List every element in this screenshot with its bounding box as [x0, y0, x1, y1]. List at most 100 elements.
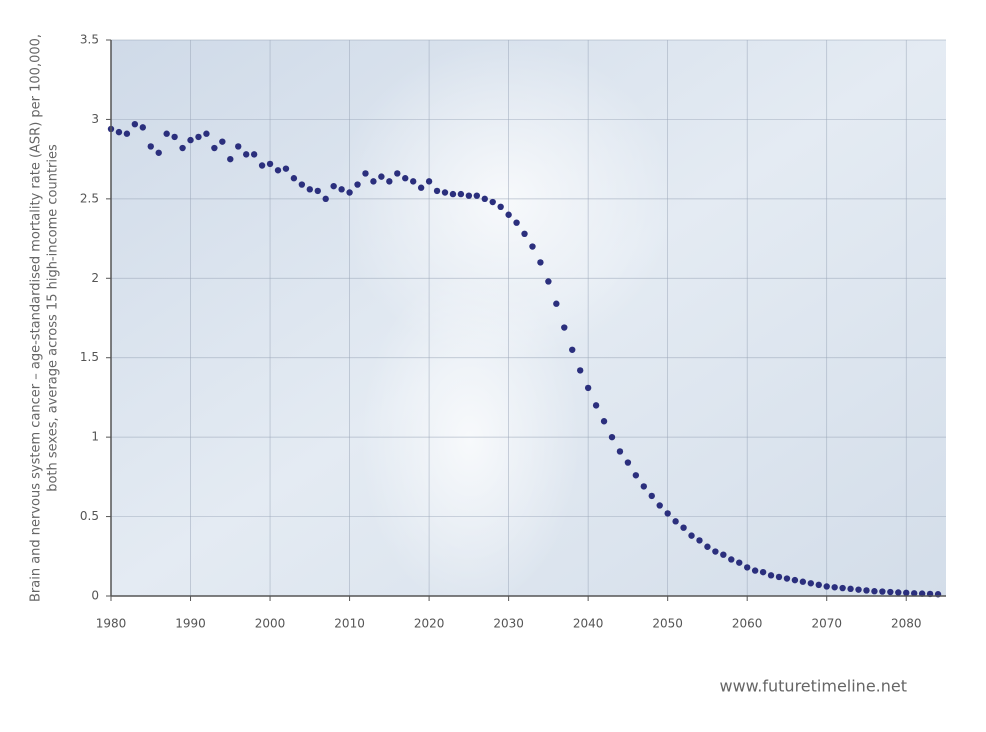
- x-tick-label: 2060: [732, 617, 763, 631]
- point: [203, 130, 210, 137]
- x-tick-label: 2020: [414, 617, 445, 631]
- point: [465, 192, 473, 199]
- point: [250, 151, 258, 158]
- point: [457, 190, 465, 198]
- point: [576, 367, 584, 374]
- point: [910, 590, 918, 597]
- point: [370, 178, 377, 185]
- point: [871, 588, 878, 595]
- point: [791, 576, 799, 584]
- point: [290, 175, 298, 182]
- point: [847, 585, 854, 593]
- point: [123, 130, 131, 137]
- point: [402, 175, 409, 182]
- y-tick-label: 3: [91, 112, 99, 126]
- point: [513, 219, 520, 226]
- point: [712, 548, 719, 555]
- point: [131, 120, 139, 128]
- y-tick-label: 0.5: [80, 509, 99, 523]
- point: [855, 586, 862, 593]
- point: [584, 384, 592, 392]
- point: [155, 149, 162, 156]
- x-tick-label: 2000: [255, 617, 286, 631]
- point: [346, 189, 353, 196]
- point: [918, 590, 926, 597]
- point: [736, 559, 743, 566]
- point: [298, 181, 306, 188]
- point: [489, 198, 496, 206]
- point: [720, 551, 727, 558]
- point: [274, 167, 282, 174]
- point: [505, 211, 512, 218]
- x-tick-label: 2010: [334, 617, 365, 631]
- point: [895, 589, 902, 596]
- y-tick-label: 0: [91, 589, 99, 603]
- point: [704, 543, 711, 550]
- point: [211, 144, 218, 152]
- point: [378, 173, 385, 180]
- point: [831, 584, 838, 591]
- point: [258, 162, 266, 169]
- point: [879, 588, 886, 595]
- y-tick-label: 1: [91, 430, 99, 444]
- point: [219, 138, 226, 145]
- y-axis-label: Brain and nervous system cancer – age-st…: [29, 34, 44, 602]
- point: [195, 133, 202, 141]
- x-tick-label: 2030: [493, 617, 524, 631]
- background-decoration: [335, 40, 675, 360]
- y-tick-label: 3.5: [80, 33, 99, 47]
- point: [807, 580, 815, 587]
- point: [529, 243, 536, 250]
- y-tick-label: 1.5: [80, 350, 99, 364]
- point: [903, 589, 910, 597]
- point: [163, 130, 170, 137]
- point: [839, 584, 846, 592]
- point: [521, 230, 528, 238]
- point: [409, 178, 417, 185]
- point: [751, 567, 759, 574]
- point: [775, 573, 783, 581]
- x-tick-label: 2070: [811, 617, 842, 631]
- point: [887, 588, 894, 596]
- x-tick-label: 2050: [652, 617, 683, 631]
- point: [417, 184, 425, 191]
- point: [545, 278, 552, 285]
- y-axis-label: both sexes, average across 15 high-incom…: [46, 144, 61, 492]
- point: [640, 483, 648, 490]
- point: [330, 182, 337, 190]
- point: [242, 151, 250, 158]
- point: [592, 402, 600, 409]
- point: [783, 575, 791, 582]
- point: [815, 581, 822, 589]
- point: [728, 556, 735, 563]
- point: [441, 189, 449, 196]
- point: [799, 578, 807, 585]
- point: [767, 572, 775, 579]
- point: [481, 195, 488, 203]
- point: [664, 510, 671, 517]
- point: [537, 259, 544, 266]
- point: [362, 170, 369, 177]
- x-tick-label: 2080: [891, 617, 922, 631]
- point: [624, 459, 632, 466]
- point: [449, 190, 457, 198]
- y-tick-label: 2: [91, 271, 99, 285]
- point: [759, 568, 767, 576]
- point: [616, 448, 624, 455]
- point: [632, 472, 640, 479]
- point: [394, 170, 401, 177]
- point: [608, 433, 616, 441]
- point: [139, 124, 147, 131]
- point: [497, 203, 504, 210]
- point: [314, 187, 321, 195]
- point: [561, 324, 568, 331]
- point: [823, 583, 830, 590]
- background-decoration: [360, 270, 580, 610]
- point: [171, 133, 178, 141]
- point: [672, 518, 679, 525]
- point: [322, 195, 329, 203]
- point: [147, 143, 154, 150]
- x-tick-label: 1980: [96, 617, 127, 631]
- point: [680, 524, 687, 531]
- point: [863, 587, 870, 594]
